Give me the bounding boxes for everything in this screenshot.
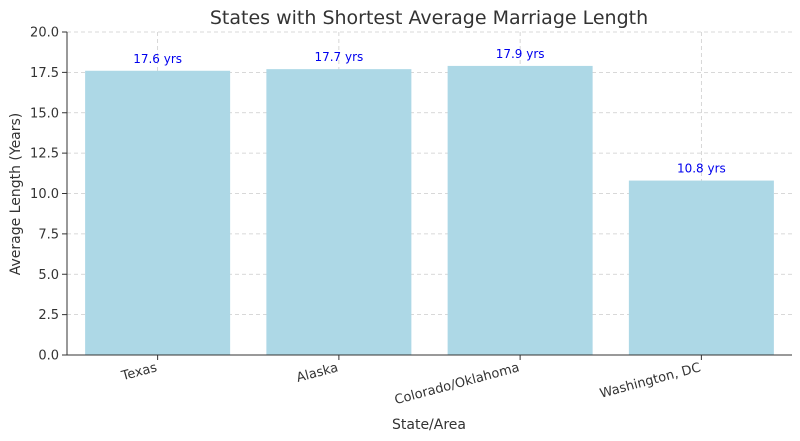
data-label-3: 10.8 yrs: [677, 162, 726, 176]
y-tick-label: 12.5: [30, 147, 59, 162]
y-tick-label: 2.5: [38, 308, 59, 323]
bar-3: [628, 180, 774, 355]
x-tick-label: Alaska: [295, 360, 340, 385]
data-label-2: 17.9 yrs: [496, 47, 545, 61]
x-tick-label: Colorado/Oklahoma: [393, 360, 521, 408]
y-tick-label: 10.0: [30, 187, 59, 202]
bars-layer: 17.6 yrs 17.7 yrs 17.9 yrs 10.8 yrs: [85, 47, 774, 356]
y-axis-label: Average Length (Years): [8, 113, 24, 276]
y-tick-label: 17.5: [30, 66, 59, 81]
bar-1: [266, 69, 412, 356]
y-tick-label: 15.0: [30, 106, 59, 121]
y-tick-label: 0.0: [38, 349, 59, 364]
x-tick-label: Washington, DC: [598, 360, 702, 401]
bar-0: [85, 70, 231, 355]
data-label-0: 17.6 yrs: [133, 52, 182, 66]
chart-title: States with Shortest Average Marriage Le…: [210, 7, 648, 29]
x-tick-label: Texas: [119, 360, 159, 384]
bar-2: [447, 65, 593, 355]
data-label-1: 17.7 yrs: [314, 50, 363, 64]
x-axis-label: State/Area: [392, 417, 466, 433]
y-tick-label: 7.5: [38, 227, 59, 242]
y-tick-label: 5.0: [38, 268, 59, 283]
y-tick-label: 20.0: [30, 26, 59, 41]
